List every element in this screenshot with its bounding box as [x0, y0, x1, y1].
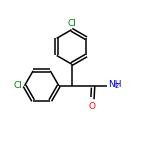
- Text: Cl: Cl: [14, 81, 23, 90]
- Text: NH: NH: [108, 80, 121, 89]
- Text: 2: 2: [115, 83, 119, 89]
- Text: Cl: Cl: [67, 19, 76, 28]
- Text: O: O: [89, 102, 96, 111]
